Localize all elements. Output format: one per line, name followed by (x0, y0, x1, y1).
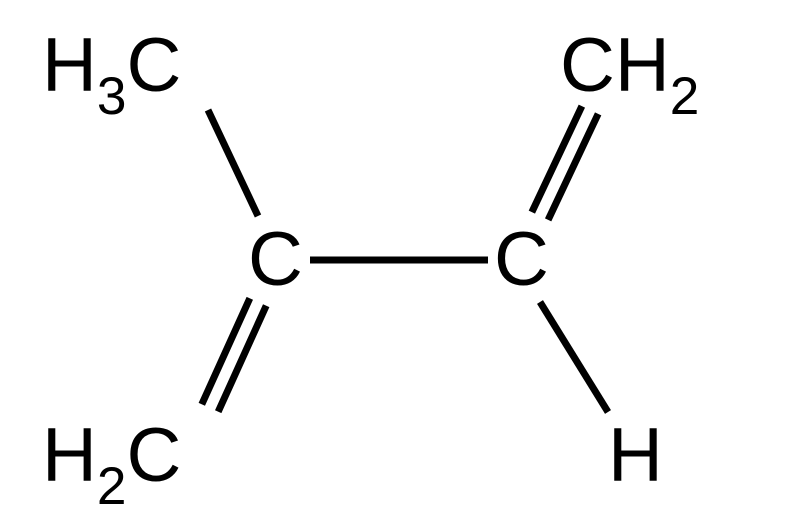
atom-label-main: H (42, 413, 97, 498)
atom-label-sub: 2 (670, 67, 700, 126)
atom-label-main: CH (560, 23, 670, 108)
atom-label-main: H (608, 413, 663, 498)
atom-label-tail: C (126, 413, 181, 498)
atom-ch2tr: CH2 (560, 28, 699, 116)
atom-c2: C (494, 222, 549, 298)
atom-label-main: C (248, 217, 303, 302)
atom-c1: C (248, 222, 303, 298)
atom-hbr: H (608, 418, 663, 494)
bond-line (208, 110, 258, 216)
bond-line (540, 302, 608, 412)
atom-label-sub: 3 (97, 67, 127, 126)
atom-h2c: H2C (42, 418, 181, 506)
atom-label-main: C (494, 217, 549, 302)
atom-label-main: H (42, 23, 97, 108)
atom-label-tail: C (126, 23, 181, 108)
atom-label-sub: 2 (97, 457, 127, 506)
atom-h3c: H3C (42, 28, 181, 116)
